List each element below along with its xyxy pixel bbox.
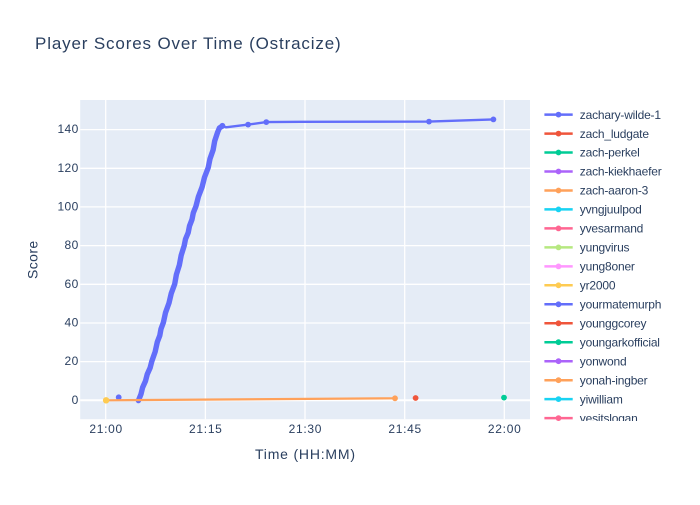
svg-text:21:30: 21:30 — [289, 422, 323, 436]
svg-text:60: 60 — [65, 277, 79, 291]
svg-text:yvesarmand: yvesarmand — [580, 222, 643, 236]
svg-text:40: 40 — [65, 316, 79, 330]
svg-text:20: 20 — [65, 354, 79, 368]
svg-text:21:15: 21:15 — [189, 422, 223, 436]
svg-text:yiwilliam: yiwilliam — [580, 392, 623, 406]
svg-text:Score: Score — [25, 240, 41, 279]
svg-text:zach-perkel: zach-perkel — [580, 146, 640, 160]
svg-text:yung8oner: yung8oner — [580, 260, 635, 274]
svg-text:140: 140 — [57, 122, 78, 136]
svg-text:zach-kiekhaefer: zach-kiekhaefer — [580, 165, 662, 179]
svg-text:yesitslogan: yesitslogan — [580, 411, 638, 425]
svg-text:zach_ludgate: zach_ludgate — [580, 127, 650, 141]
svg-text:yonwond: yonwond — [580, 354, 627, 368]
svg-text:youngarkofficial: youngarkofficial — [580, 335, 660, 349]
svg-text:yr2000: yr2000 — [580, 279, 616, 293]
svg-text:yonah-ingber: yonah-ingber — [580, 373, 648, 387]
svg-text:Player Scores Over Time (Ostra: Player Scores Over Time (Ostracize) — [35, 34, 342, 53]
svg-text:100: 100 — [57, 200, 78, 214]
svg-text:yvngjuulpod: yvngjuulpod — [580, 203, 642, 217]
svg-text:80: 80 — [65, 238, 79, 252]
svg-text:zachary-wilde-1: zachary-wilde-1 — [580, 108, 662, 122]
svg-text:21:45: 21:45 — [388, 422, 422, 436]
svg-text:zach-aaron-3: zach-aaron-3 — [580, 184, 649, 198]
svg-text:Time (HH:MM): Time (HH:MM) — [255, 446, 356, 462]
svg-text:younggcorey: younggcorey — [580, 317, 647, 331]
svg-text:0: 0 — [72, 393, 79, 407]
svg-text:yourmatemurph: yourmatemurph — [580, 298, 661, 312]
svg-text:yungvirus: yungvirus — [580, 241, 630, 255]
svg-text:22:00: 22:00 — [488, 422, 522, 436]
svg-text:120: 120 — [57, 161, 78, 175]
svg-text:21:00: 21:00 — [89, 422, 123, 436]
